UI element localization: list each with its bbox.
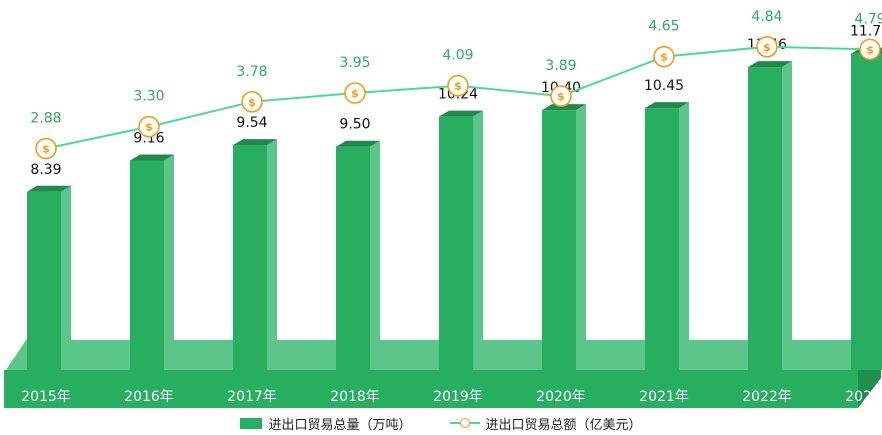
line-value-label: 4.65 bbox=[648, 19, 679, 35]
bar-top bbox=[542, 104, 586, 111]
bar-front bbox=[851, 53, 882, 370]
bar-value-label: 8.39 bbox=[30, 162, 61, 178]
dollar-icon: $ bbox=[660, 51, 668, 64]
dollar-icon: $ bbox=[454, 80, 462, 93]
bar-front bbox=[748, 67, 782, 371]
bar-front bbox=[130, 160, 164, 370]
bar-0: 8.39 bbox=[27, 162, 71, 370]
line-value-label: 3.89 bbox=[545, 58, 576, 74]
legend-item-volume: 进出口贸易总量（万吨） bbox=[240, 414, 412, 433]
bar-side bbox=[61, 185, 71, 370]
x-tick-label: 2015年 bbox=[21, 389, 71, 405]
bar-front bbox=[645, 108, 679, 370]
legend-label-value: 进出口贸易总额（亿美元） bbox=[485, 417, 642, 433]
dollar-marker bbox=[241, 91, 263, 113]
dollar-icon: $ bbox=[763, 41, 771, 54]
bar-front bbox=[542, 110, 576, 370]
bar-side bbox=[679, 102, 689, 370]
bar-4: 10.24 bbox=[438, 87, 483, 370]
line-point-6: $4.65 bbox=[648, 19, 680, 68]
bar-top bbox=[645, 102, 689, 109]
bar-value-label: 10.45 bbox=[644, 78, 684, 94]
line-point-7: $4.84 bbox=[751, 9, 783, 58]
line-layer: $2.88$3.30 $3.78$3.95$4.09$3.89$4.65$4.84… bbox=[30, 9, 882, 160]
dollar-marker bbox=[653, 45, 675, 68]
legend-item-value: 进出口贸易总额（亿美元） bbox=[449, 414, 642, 433]
bar-top bbox=[130, 154, 174, 161]
line-value-label: 3.78 bbox=[236, 64, 267, 80]
x-tick-label: 2020年 bbox=[536, 389, 586, 405]
x-tick-label: 2017年 bbox=[227, 389, 277, 405]
line-point-8: $4.79 bbox=[854, 11, 882, 61]
line-value-label: 4.79 bbox=[854, 11, 882, 27]
dollar-icon: $ bbox=[557, 90, 565, 103]
dollar-marker bbox=[447, 74, 469, 97]
bar-side bbox=[267, 139, 277, 370]
dollar-marker bbox=[859, 38, 881, 61]
bar-front bbox=[27, 191, 61, 370]
bar-top bbox=[27, 185, 71, 192]
bar-front bbox=[233, 145, 267, 370]
bar-value-label: 9.54 bbox=[236, 115, 267, 131]
bar-5: 10.40 bbox=[541, 80, 586, 370]
dollar-icon: $ bbox=[248, 96, 256, 109]
chart-canvas: 8.39 9.16 9.54 9.50 10.24 10.40 10.45 11.46 11.7… bbox=[4, 9, 882, 408]
bar-top bbox=[439, 110, 483, 117]
x-tick-label: 2022年 bbox=[742, 389, 792, 405]
x-tick-label: 2019年 bbox=[433, 389, 483, 405]
bar-top bbox=[336, 140, 380, 147]
x-tick-label: 2021年 bbox=[639, 389, 689, 405]
bar-value-label: 9.50 bbox=[339, 117, 370, 133]
x-axis-labels: 2015年 2016年 2017年 2018年 2019年 2020年 2021年 2022年… bbox=[21, 389, 882, 405]
line-value-label: 4.09 bbox=[442, 48, 473, 64]
bar-8: 11.79 bbox=[850, 24, 882, 370]
dollar-icon: $ bbox=[42, 143, 50, 156]
dollar-marker bbox=[138, 115, 160, 138]
dollar-icon: $ bbox=[145, 121, 153, 134]
bar-side bbox=[473, 110, 483, 370]
bar-front bbox=[336, 146, 370, 370]
bar-side bbox=[576, 104, 586, 370]
bar-2: 9.54 bbox=[233, 115, 277, 370]
bar-top bbox=[748, 61, 792, 68]
line-point-5: $3.89 bbox=[545, 58, 577, 107]
line-point-2: $3.78 bbox=[236, 64, 268, 113]
line-point-4: $4.09 bbox=[442, 48, 474, 97]
bar-side bbox=[370, 140, 380, 370]
line-value-label: 3.95 bbox=[339, 55, 370, 71]
x-tick-label: 2023年 bbox=[845, 389, 882, 405]
bar-value-label: 9.16 bbox=[133, 131, 164, 147]
base-front-face bbox=[4, 370, 858, 408]
line-point-1: $3.30 bbox=[133, 89, 165, 138]
legend-label-volume: 进出口贸易总量（万吨） bbox=[268, 417, 412, 433]
line-value-label: 4.84 bbox=[751, 9, 782, 25]
bar-top bbox=[233, 139, 277, 146]
bar-side bbox=[164, 154, 174, 370]
dollar-marker bbox=[550, 85, 572, 107]
bar-side bbox=[782, 61, 792, 371]
bar-7: 11.46 bbox=[747, 37, 792, 371]
bar-1: 9.16 bbox=[130, 131, 174, 370]
bar-front bbox=[439, 116, 473, 370]
bars-layer: 8.39 9.16 9.54 9.50 10.24 10.40 10.45 11.46 11.7… bbox=[27, 24, 882, 371]
line-point-3: $3.95 bbox=[339, 55, 371, 104]
bar-3: 9.50 bbox=[336, 117, 380, 370]
line-value-label: 2.88 bbox=[30, 111, 61, 127]
legend-swatch-line bbox=[449, 417, 480, 429]
dollar-marker bbox=[756, 36, 778, 58]
legend: 进出口贸易总量（万吨） 进出口贸易总额（亿美元） bbox=[0, 412, 882, 434]
legend-swatch-bar bbox=[240, 417, 263, 429]
dollar-icon: $ bbox=[866, 43, 874, 56]
x-tick-label: 2016年 bbox=[124, 389, 174, 405]
dollar-marker bbox=[35, 137, 57, 160]
x-tick-label: 2018年 bbox=[330, 389, 380, 405]
line-point-0: $2.88 bbox=[30, 111, 62, 160]
bar-value-label: 11.79 bbox=[850, 24, 882, 40]
dollar-icon: $ bbox=[351, 87, 359, 100]
dollar-marker bbox=[344, 82, 366, 104]
line-value-label: 3.30 bbox=[133, 89, 164, 105]
bar-6: 10.45 bbox=[644, 78, 689, 370]
